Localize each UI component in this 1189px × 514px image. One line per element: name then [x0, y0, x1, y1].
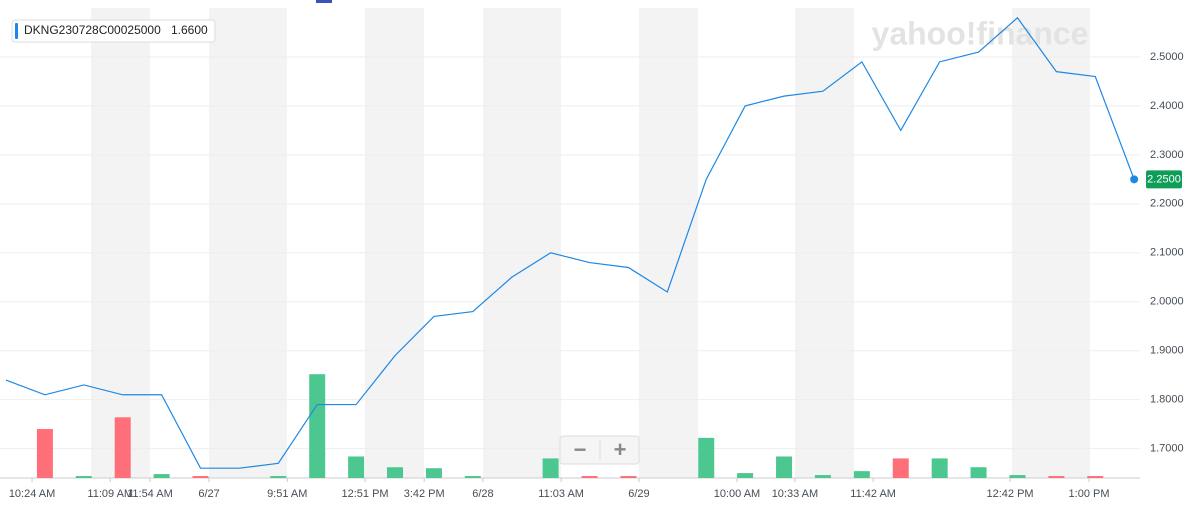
volume-bar	[387, 467, 404, 478]
x-tick-label: 10:33 AM	[772, 488, 818, 500]
last-point	[1130, 175, 1139, 184]
volume-bar	[114, 417, 131, 478]
watermark: yahoo!finance	[872, 15, 1089, 51]
x-tick-label: 6/27	[198, 488, 219, 500]
y-tick-label: 2.3000	[1150, 149, 1184, 161]
volume-bar	[620, 476, 637, 478]
x-tick-label: 1:00 PM	[1069, 488, 1110, 500]
tab-indicator	[316, 0, 332, 3]
y-tick-label: 2.1000	[1150, 247, 1184, 259]
legend: DKNG230728C00025000 1.6600	[11, 19, 216, 43]
x-tick-label: 6/29	[628, 488, 649, 500]
volume-bar	[153, 474, 170, 478]
legend-value: 1.6600	[171, 23, 208, 37]
volume-bar	[698, 437, 715, 478]
last-price-label: 2.2500	[1147, 173, 1181, 185]
x-tick-label: 9:51 AM	[267, 488, 307, 500]
volume-bar	[309, 374, 326, 478]
x-tick-label: 11:03 AM	[538, 488, 584, 500]
volume-bar	[853, 471, 870, 478]
session-bands	[91, 8, 1090, 478]
y-tick-label: 2.4000	[1150, 100, 1184, 112]
x-tick-label: 11:09 AM	[87, 488, 133, 500]
x-tick-label: 12:51 PM	[342, 488, 389, 500]
x-tick-label: 10:24 AM	[9, 488, 55, 500]
y-tick-label: 2.5000	[1150, 51, 1184, 63]
volume-bar	[270, 476, 287, 478]
x-tick-label: 10:00 AM	[714, 488, 760, 500]
volume-bar	[425, 468, 442, 478]
volume-bar	[192, 476, 209, 478]
zoom-controls: − +	[559, 435, 640, 465]
y-tick-label: 1.8000	[1150, 394, 1184, 406]
volume-bar	[348, 456, 365, 478]
volume-bar	[931, 458, 948, 478]
volume-bar	[737, 473, 754, 478]
x-tick-label: 3:42 PM	[404, 488, 445, 500]
volume-bar	[581, 476, 598, 478]
volume-bar	[542, 458, 559, 478]
x-tick-label: 11:42 AM	[850, 488, 896, 500]
volume-bar	[1087, 476, 1104, 478]
y-tick-label: 2.2000	[1150, 198, 1184, 210]
last-price-tag	[1146, 170, 1182, 189]
y-tick-label: 1.7000	[1150, 443, 1184, 455]
volume-bar	[776, 456, 793, 478]
zoom-in[interactable]: +	[614, 437, 627, 462]
legend-label: DKNG230728C00025000	[24, 23, 161, 37]
x-tick-label: 11:54 AM	[127, 488, 173, 500]
volume-bar	[75, 476, 92, 478]
volume-bar	[970, 467, 987, 478]
volume-bar	[36, 429, 53, 478]
y-tick-label: 2.0000	[1150, 296, 1184, 308]
price-line	[5, 16, 1135, 469]
volume-bar	[892, 458, 909, 478]
volume-bar	[1009, 475, 1026, 478]
x-tick-label: 6/28	[472, 488, 493, 500]
volume-bar	[464, 476, 481, 478]
volume-bar	[1048, 476, 1065, 478]
zoom-out[interactable]: −	[574, 437, 587, 462]
y-tick-label: 1.9000	[1150, 345, 1184, 357]
plot: 1.7000 1.8000 1.9000 2.0000 2.1000 2.2000 2.30…	[0, 16, 1184, 500]
volume-bar	[814, 475, 831, 478]
x-tick-label: 12:42 PM	[987, 488, 1034, 500]
